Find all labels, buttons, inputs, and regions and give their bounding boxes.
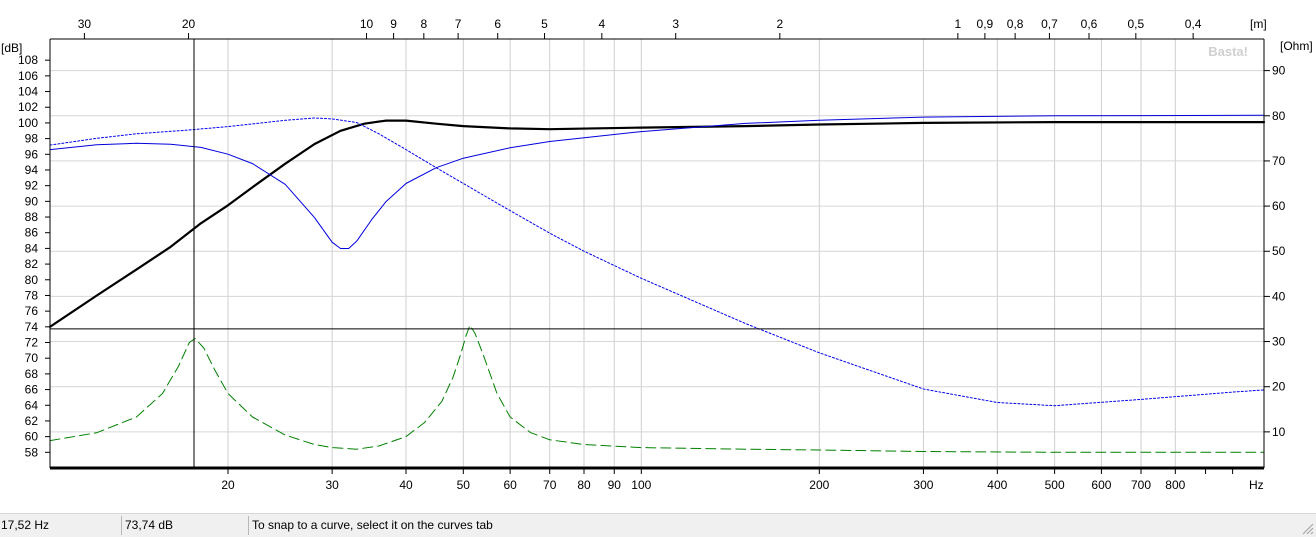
top-tick-label: 0,5: [1127, 17, 1144, 31]
y-right-tick-label: 10: [1272, 425, 1286, 439]
y-left-tick-label: 100: [18, 116, 38, 130]
top-axis-unit-label: [m]: [1250, 17, 1267, 31]
top-tick-label: 5: [541, 17, 548, 31]
y-left-unit-label: [dB]: [1, 41, 22, 55]
x-tick-label: 700: [1131, 478, 1151, 492]
y-right-tick-label: 20: [1272, 380, 1286, 394]
top-tick-label: 1: [954, 17, 961, 31]
y-left-tick-label: 106: [18, 69, 38, 83]
x-tick-label: 20: [221, 478, 235, 492]
y-left-tick-label: 92: [25, 179, 39, 193]
y-right-tick-label: 30: [1272, 335, 1286, 349]
x-tick-label: 600: [1091, 478, 1111, 492]
y-left-tick-label: 58: [25, 445, 39, 459]
y-right-tick-label: 40: [1272, 289, 1286, 303]
top-tick-label: 3: [672, 17, 679, 31]
x-tick-label: 50: [457, 478, 471, 492]
y-left-tick-label: 90: [25, 194, 39, 208]
y-left-tick-label: 62: [25, 414, 39, 428]
y-right-tick-label: 70: [1272, 154, 1286, 168]
x-tick-label: 100: [631, 478, 651, 492]
y-right-tick-label: 60: [1272, 199, 1286, 213]
grid-lines: [50, 39, 1264, 468]
y-right-unit-label: [Ohm]: [1280, 39, 1313, 53]
top-tick-label: 6: [494, 17, 501, 31]
resize-grip-icon[interactable]: [1300, 521, 1314, 535]
x-tick-label: 400: [987, 478, 1007, 492]
y-left-tick-label: 60: [25, 430, 39, 444]
y-left-tick-label: 74: [25, 320, 39, 334]
status-bar: 17,52 Hz 73,74 dB To snap to a curve, se…: [0, 513, 1316, 537]
top-tick-label: 2: [776, 17, 783, 31]
axis-labels: 20 30 40 50 60 70 80 90 100 200 300 400 500 600 700 800…: [18, 17, 1286, 492]
y-left-tick-label: 82: [25, 257, 39, 271]
y-left-tick-label: 98: [25, 132, 39, 146]
series-line-1: [48, 119, 1266, 328]
x-tick-label: 200: [809, 478, 829, 492]
y-right-tick-label: 90: [1272, 64, 1286, 78]
top-tick-label: 0,9: [977, 17, 994, 31]
y-left-tick-label: 78: [25, 288, 39, 302]
x-tick-label: 30: [325, 478, 339, 492]
frequency-response-chart[interactable]: 20 30 40 50 60 70 80 90 100 200 300 400 500 600 700 800…: [0, 0, 1316, 513]
y-left-tick-label: 68: [25, 367, 39, 381]
top-tick-label: 10: [360, 17, 374, 31]
y-left-tick-label: 64: [25, 398, 39, 412]
y-left-tick-label: 86: [25, 226, 39, 240]
top-tick-label: 4: [598, 17, 605, 31]
y-left-tick-label: 80: [25, 273, 39, 287]
status-hint: To snap to a curve, select it on the cur…: [252, 518, 493, 532]
top-tick-label: 8: [420, 17, 427, 31]
y-left-tick-label: 76: [25, 304, 39, 318]
y-right-tick-label: 50: [1272, 244, 1286, 258]
top-tick-label: 30: [78, 17, 92, 31]
series-line-2: [49, 114, 1265, 249]
y-left-tick-label: 88: [25, 210, 39, 224]
y-left-tick-label: 108: [18, 53, 38, 67]
y-left-tick-label: 94: [25, 163, 39, 177]
y-left-tick-label: 96: [25, 147, 39, 161]
y-left-tick-label: 102: [18, 100, 38, 114]
x-tick-label: 40: [399, 478, 413, 492]
x-axis-unit-label: Hz: [1249, 478, 1264, 492]
top-tick-label: 20: [182, 17, 196, 31]
y-left-tick-label: 70: [25, 351, 39, 365]
x-tick-label: 80: [577, 478, 591, 492]
top-tick-label: 9: [390, 17, 397, 31]
status-frequency: 17,52 Hz: [0, 516, 122, 535]
status-level: 73,74 dB: [124, 516, 249, 535]
watermark-text: Basta!: [1208, 44, 1248, 59]
x-tick-label: 800: [1165, 478, 1185, 492]
y-left-tick-label: 72: [25, 336, 39, 350]
y-right-tick-label: 80: [1272, 109, 1286, 123]
plot-frame: [45, 33, 1270, 474]
x-tick-label: 60: [503, 478, 517, 492]
y-left-tick-label: 104: [18, 85, 38, 99]
y-left-tick-label: 66: [25, 383, 39, 397]
top-tick-label: 0,7: [1041, 17, 1058, 31]
top-tick-label: 0,6: [1081, 17, 1098, 31]
top-tick-label: 7: [455, 17, 462, 31]
x-tick-label: 90: [608, 478, 622, 492]
top-tick-label: 0,4: [1185, 17, 1202, 31]
y-left-tick-label: 84: [25, 241, 39, 255]
x-tick-label: 300: [913, 478, 933, 492]
x-tick-label: 70: [543, 478, 557, 492]
top-tick-label: 0,8: [1007, 17, 1024, 31]
x-tick-label: 500: [1045, 478, 1065, 492]
